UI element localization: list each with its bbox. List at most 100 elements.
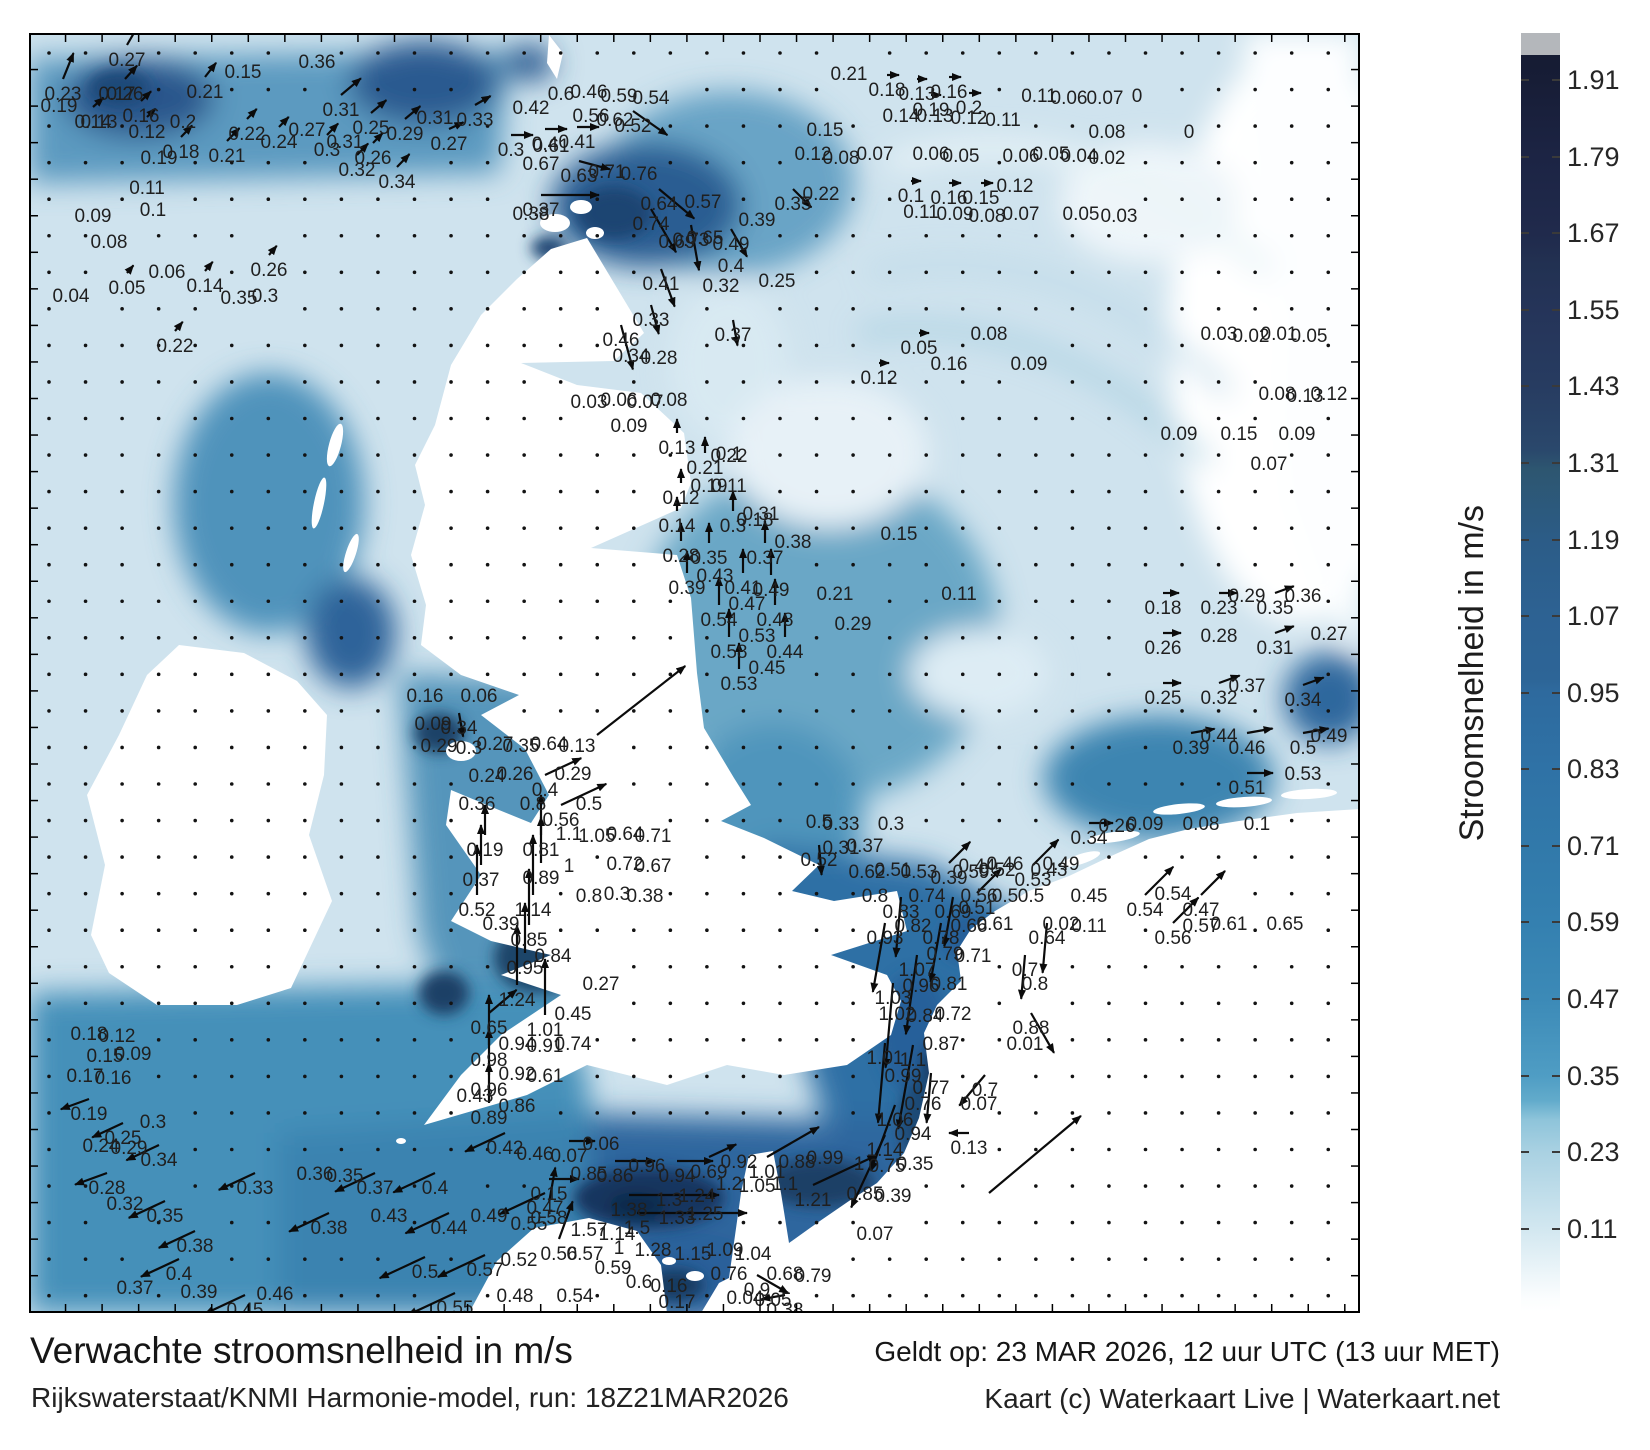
model-run-info: Rijkswaterstaat/KNMI Harmonie-model, run…	[31, 1382, 789, 1413]
svg-text:0.45: 0.45	[555, 1004, 592, 1025]
svg-text:0.79: 0.79	[795, 1266, 832, 1287]
svg-text:0.16: 0.16	[931, 354, 968, 375]
svg-text:0.16: 0.16	[95, 1068, 132, 1089]
svg-text:0.69: 0.69	[935, 902, 972, 923]
svg-text:0.09: 0.09	[1127, 814, 1164, 835]
svg-text:1.03: 1.03	[875, 988, 912, 1009]
svg-text:0.4: 0.4	[718, 256, 745, 277]
svg-text:0.39: 0.39	[483, 914, 520, 935]
svg-text:0.36: 0.36	[1285, 586, 1322, 607]
svg-text:0.21: 0.21	[817, 584, 854, 605]
svg-text:0.08: 0.08	[1259, 384, 1296, 405]
svg-text:0.16: 0.16	[407, 686, 444, 707]
svg-text:0.51: 0.51	[959, 898, 996, 919]
svg-text:0.34: 0.34	[379, 172, 416, 193]
svg-text:1.06: 1.06	[877, 1110, 914, 1131]
svg-text:0.57: 0.57	[467, 1260, 504, 1281]
svg-text:0.49: 0.49	[753, 580, 790, 601]
svg-text:0.61: 0.61	[527, 1066, 564, 1087]
svg-text:0.04: 0.04	[1061, 146, 1098, 167]
svg-text:0.42: 0.42	[487, 1138, 524, 1159]
colorbar-tick-labels: 1.91 1.79 1.67 1.55 1.43 1.31 1.19 1.07 0.95 0.83…	[1567, 33, 1647, 1313]
svg-text:0.18: 0.18	[737, 510, 774, 531]
svg-text:0.11: 0.11	[1021, 86, 1057, 107]
svg-text:0.06: 0.06	[149, 262, 186, 283]
svg-text:0: 0	[1132, 86, 1143, 107]
svg-text:0.31: 0.31	[743, 504, 780, 525]
svg-text:0.37: 0.37	[463, 870, 500, 891]
svg-text:0.21: 0.21	[209, 146, 246, 167]
svg-text:0.71: 0.71	[955, 946, 992, 967]
colorbar	[1521, 33, 1560, 1313]
svg-text:0.52: 0.52	[501, 1250, 538, 1271]
svg-text:1.33: 1.33	[659, 1208, 696, 1229]
svg-text:0.16: 0.16	[931, 188, 968, 209]
svg-text:0.28: 0.28	[89, 1178, 126, 1199]
svg-text:0.09: 0.09	[75, 206, 112, 227]
svg-text:0.65: 0.65	[687, 228, 724, 249]
svg-text:0.41: 0.41	[643, 274, 680, 295]
svg-text:0.3: 0.3	[456, 738, 482, 759]
svg-text:0.12: 0.12	[795, 144, 832, 165]
svg-text:0.01: 0.01	[1007, 1034, 1044, 1055]
svg-text:0.8: 0.8	[576, 886, 602, 907]
svg-text:0.55: 0.55	[437, 1298, 474, 1313]
svg-text:0.15: 0.15	[807, 120, 844, 141]
svg-text:0.3: 0.3	[140, 1112, 166, 1133]
svg-text:0.62: 0.62	[849, 862, 886, 883]
svg-text:0.4: 0.4	[422, 1178, 449, 1199]
svg-text:1.14: 1.14	[867, 1140, 904, 1161]
svg-text:0.35: 0.35	[147, 1206, 184, 1227]
land-channel-island-2	[686, 1271, 704, 1281]
svg-text:0.34: 0.34	[613, 346, 650, 367]
svg-text:0.65: 0.65	[1267, 914, 1304, 935]
svg-text:0.26: 0.26	[1145, 638, 1182, 659]
svg-text:0.7: 0.7	[972, 1080, 998, 1101]
svg-text:0.32: 0.32	[703, 276, 740, 297]
svg-text:0.19: 0.19	[41, 96, 78, 117]
svg-text:0.56: 0.56	[961, 886, 998, 907]
svg-text:0.09: 0.09	[611, 416, 648, 437]
svg-text:0.22: 0.22	[229, 124, 266, 145]
svg-text:0.88: 0.88	[1013, 1018, 1050, 1039]
land-wadden-4	[1216, 796, 1272, 808]
svg-text:0.66: 0.66	[951, 916, 988, 937]
svg-text:0.21: 0.21	[831, 64, 868, 85]
svg-text:1.01: 1.01	[867, 1048, 904, 1069]
svg-text:1.5: 1.5	[624, 1218, 650, 1239]
svg-text:0.37: 0.37	[523, 200, 560, 221]
svg-text:0.78: 0.78	[923, 928, 960, 949]
svg-text:0.24: 0.24	[261, 132, 298, 153]
svg-text:0.13: 0.13	[81, 112, 118, 133]
svg-text:0.05: 0.05	[943, 146, 980, 167]
svg-text:0.29: 0.29	[421, 736, 458, 757]
svg-text:0.61: 0.61	[533, 136, 570, 157]
svg-text:0.36: 0.36	[459, 794, 496, 815]
svg-text:0.09: 0.09	[415, 714, 452, 735]
svg-text:0.5: 0.5	[806, 812, 832, 833]
svg-text:0.56: 0.56	[543, 810, 580, 831]
svg-text:0.26: 0.26	[497, 764, 534, 785]
svg-text:0.06: 0.06	[1003, 146, 1040, 167]
svg-text:0.26: 0.26	[107, 84, 144, 105]
svg-text:0.05: 0.05	[901, 338, 938, 359]
svg-text:1.05: 1.05	[579, 826, 616, 847]
svg-text:0.07: 0.07	[551, 1146, 588, 1167]
land-orkney-3	[586, 227, 604, 239]
svg-text:0.25: 0.25	[759, 271, 796, 292]
svg-text:0.12: 0.12	[129, 122, 166, 143]
svg-text:0.36: 0.36	[297, 1164, 334, 1185]
svg-text:0.19: 0.19	[141, 148, 178, 169]
svg-text:0.64: 0.64	[531, 734, 568, 755]
svg-text:1.07: 1.07	[899, 960, 936, 981]
svg-text:0.92: 0.92	[721, 1152, 758, 1173]
colorbar-tick-label: 1.43	[1567, 371, 1620, 402]
colorbar-tick-label: 1.79	[1567, 141, 1620, 172]
svg-text:0.14: 0.14	[75, 112, 112, 133]
svg-text:0.44: 0.44	[767, 642, 804, 663]
svg-text:0.82: 0.82	[895, 916, 932, 937]
svg-text:0.95: 0.95	[507, 958, 544, 979]
current-speed-map: 0.270.210.15 0.360.23 0.260.190.140.130.17…	[29, 33, 1360, 1313]
svg-text:0.46: 0.46	[987, 854, 1024, 875]
